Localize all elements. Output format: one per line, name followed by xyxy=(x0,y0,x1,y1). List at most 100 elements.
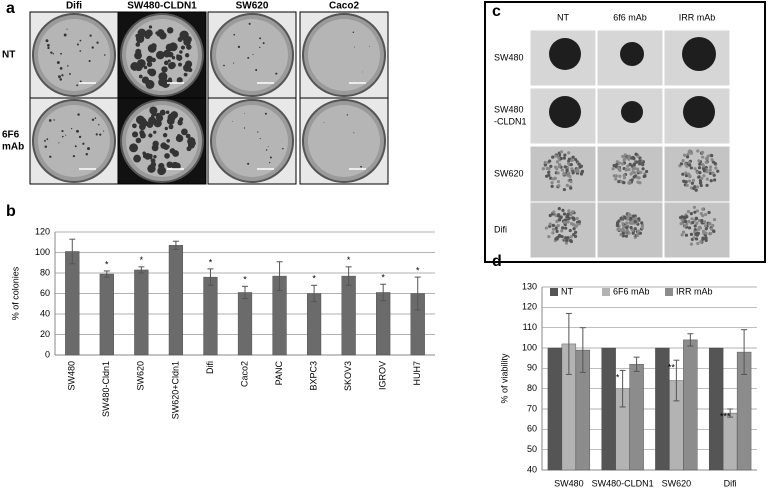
cell xyxy=(685,215,689,219)
colony xyxy=(46,138,49,141)
colony xyxy=(67,65,69,67)
colony xyxy=(72,154,76,158)
cell xyxy=(551,227,556,231)
colony xyxy=(85,153,88,156)
colony xyxy=(49,155,52,158)
colony xyxy=(153,154,157,159)
cell xyxy=(623,157,627,161)
cell xyxy=(572,232,576,237)
cell xyxy=(621,231,625,235)
colony xyxy=(158,72,168,82)
cell xyxy=(569,222,574,226)
cell xyxy=(705,183,709,187)
bar xyxy=(134,269,149,356)
cell xyxy=(702,167,706,171)
cell xyxy=(712,229,716,233)
cell xyxy=(631,155,635,160)
cell xyxy=(621,221,625,226)
x-tick-label: SW620+Cldn1 xyxy=(170,361,180,419)
colony xyxy=(146,55,154,63)
row-label: NT xyxy=(2,50,15,61)
cell xyxy=(692,236,696,240)
cell xyxy=(618,174,622,178)
colony xyxy=(135,115,145,125)
y-tick-label: 110 xyxy=(523,322,537,332)
cell xyxy=(686,209,691,214)
cell xyxy=(628,221,632,225)
cell xyxy=(570,167,574,171)
cell xyxy=(710,154,714,158)
colony xyxy=(262,42,265,45)
cell xyxy=(637,217,641,221)
cell xyxy=(543,160,547,165)
colony xyxy=(79,50,82,52)
colony xyxy=(176,54,183,61)
cell xyxy=(627,231,631,235)
cell xyxy=(711,223,715,228)
colony xyxy=(58,142,60,144)
cell xyxy=(700,150,704,154)
cell xyxy=(618,161,622,165)
cell xyxy=(710,158,714,162)
cell xyxy=(623,215,627,219)
row-label: 6F6 xyxy=(2,130,20,141)
row-label: mAb xyxy=(2,142,24,153)
colony xyxy=(139,130,145,136)
cell xyxy=(554,154,558,158)
cell xyxy=(689,212,693,216)
colony xyxy=(269,156,272,159)
cell xyxy=(619,179,623,184)
cell xyxy=(572,227,576,231)
cell xyxy=(563,165,567,169)
cell xyxy=(569,163,573,167)
cell xyxy=(704,227,708,231)
cell xyxy=(569,239,573,243)
cell xyxy=(612,163,616,168)
colony xyxy=(136,59,146,68)
cell xyxy=(625,221,629,225)
colony xyxy=(166,161,173,168)
plate-inner xyxy=(38,105,110,177)
colony xyxy=(147,44,157,53)
cell xyxy=(694,216,698,220)
bar xyxy=(203,276,218,356)
legend-label: 6F6 mAb xyxy=(613,286,650,296)
cell xyxy=(611,167,615,171)
cell xyxy=(624,168,628,172)
cell xyxy=(693,167,697,171)
cell xyxy=(705,170,709,174)
cell xyxy=(682,179,686,183)
colony xyxy=(168,42,178,52)
cell xyxy=(565,183,569,187)
colony xyxy=(171,55,176,60)
y-tick-label: 100 xyxy=(35,247,50,257)
cell xyxy=(684,174,689,178)
colony xyxy=(152,140,159,148)
colony xyxy=(282,147,284,150)
colony xyxy=(135,42,141,47)
cell xyxy=(687,219,691,224)
cell xyxy=(560,234,564,239)
cell xyxy=(695,209,700,213)
y-tick-label: 90 xyxy=(527,363,537,373)
significance: * xyxy=(312,274,316,284)
cell xyxy=(702,174,706,178)
cell xyxy=(619,216,623,221)
x-tick-label: SKOV3 xyxy=(343,361,353,391)
cell xyxy=(631,231,635,235)
colony xyxy=(178,62,182,67)
colony xyxy=(47,43,50,47)
colony xyxy=(132,132,137,137)
cell xyxy=(680,233,684,237)
cell xyxy=(712,217,717,222)
cell xyxy=(704,160,708,165)
cell xyxy=(681,172,685,176)
spheroid xyxy=(620,42,644,66)
cell xyxy=(633,220,637,224)
cell xyxy=(562,212,567,216)
cell xyxy=(691,178,696,182)
significance: * xyxy=(416,265,420,275)
cell xyxy=(635,160,639,164)
cell xyxy=(689,242,694,246)
